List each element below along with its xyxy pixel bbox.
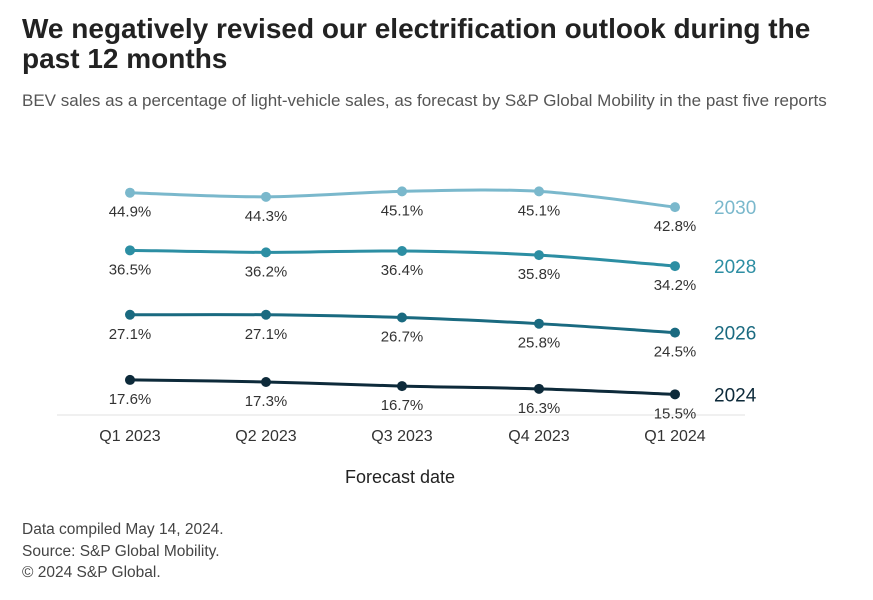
data-point xyxy=(670,389,680,400)
data-label: 25.8% xyxy=(518,335,561,352)
data-label: 15.5% xyxy=(654,405,697,422)
data-label: 34.2% xyxy=(654,277,697,294)
data-label: 17.3% xyxy=(245,393,288,410)
data-label: 44.9% xyxy=(109,204,152,221)
data-label: 36.5% xyxy=(109,261,152,278)
data-label: 42.8% xyxy=(654,218,697,235)
footer-compiled: Data compiled May 14, 2024. xyxy=(22,521,224,538)
series-label-2030: 2030 xyxy=(714,198,756,219)
chart-subtitle: BEV sales as a percentage of light-vehic… xyxy=(22,91,827,110)
x-tick-label: Q3 2023 xyxy=(371,428,432,445)
data-label: 16.7% xyxy=(381,397,424,414)
x-tick-labels: Q1 2023 Q2 2023 Q3 2023 Q4 2023 Q1 2024 xyxy=(99,428,705,445)
series-2030: 44.9% 44.3% 45.1% 45.1% 42.8% 2030 xyxy=(109,186,756,235)
data-point xyxy=(125,309,135,320)
data-point xyxy=(397,186,407,197)
data-label: 27.1% xyxy=(245,326,288,343)
data-point xyxy=(397,246,407,257)
data-point xyxy=(534,383,544,394)
data-point xyxy=(670,202,680,213)
x-tick-label: Q1 2023 xyxy=(99,428,160,445)
data-point xyxy=(125,245,135,256)
series-2026: 27.1% 27.1% 26.7% 25.8% 24.5% 2026 xyxy=(109,309,756,361)
footer-source: Source: S&P Global Mobility. xyxy=(22,542,220,560)
data-point xyxy=(670,261,680,272)
data-point xyxy=(534,318,544,329)
chart-title: We negatively revised our electrificatio… xyxy=(22,13,811,74)
data-label: 24.5% xyxy=(654,344,697,361)
data-label: 27.1% xyxy=(109,326,152,343)
data-label: 45.1% xyxy=(518,202,561,219)
series-label-2026: 2026 xyxy=(714,324,756,345)
data-label: 16.3% xyxy=(518,400,561,417)
data-label: 35.8% xyxy=(518,266,561,283)
data-point xyxy=(261,376,271,387)
data-point xyxy=(397,312,407,323)
series-label-2024: 2024 xyxy=(714,385,757,406)
data-point xyxy=(125,374,135,385)
data-label: 44.3% xyxy=(245,208,288,225)
data-point xyxy=(397,381,407,392)
data-point xyxy=(670,327,680,338)
data-point xyxy=(534,250,544,261)
chart-footer: Data compiled May 14, 2024. Source: S&P … xyxy=(22,519,224,584)
x-axis-label: Forecast date xyxy=(345,467,455,487)
series-2028: 36.5% 36.2% 36.4% 35.8% 34.2% 2028 xyxy=(109,245,756,294)
series-2024: 17.6% 17.3% 16.7% 16.3% 15.5% 2024 xyxy=(109,374,757,422)
series-label-2028: 2028 xyxy=(714,257,756,278)
data-point xyxy=(261,191,271,202)
data-point xyxy=(261,247,271,258)
data-label: 36.4% xyxy=(381,262,424,279)
data-point xyxy=(125,187,135,198)
x-tick-label: Q1 2024 xyxy=(644,428,705,445)
data-label: 36.2% xyxy=(245,263,288,280)
data-label: 45.1% xyxy=(381,202,424,219)
data-label: 17.6% xyxy=(109,391,152,408)
data-point xyxy=(534,186,544,197)
data-label: 26.7% xyxy=(381,329,424,346)
x-tick-label: Q2 2023 xyxy=(235,428,296,445)
data-point xyxy=(261,309,271,320)
x-tick-label: Q4 2023 xyxy=(508,428,569,445)
footer-copyright: © 2024 S&P Global. xyxy=(22,564,161,581)
